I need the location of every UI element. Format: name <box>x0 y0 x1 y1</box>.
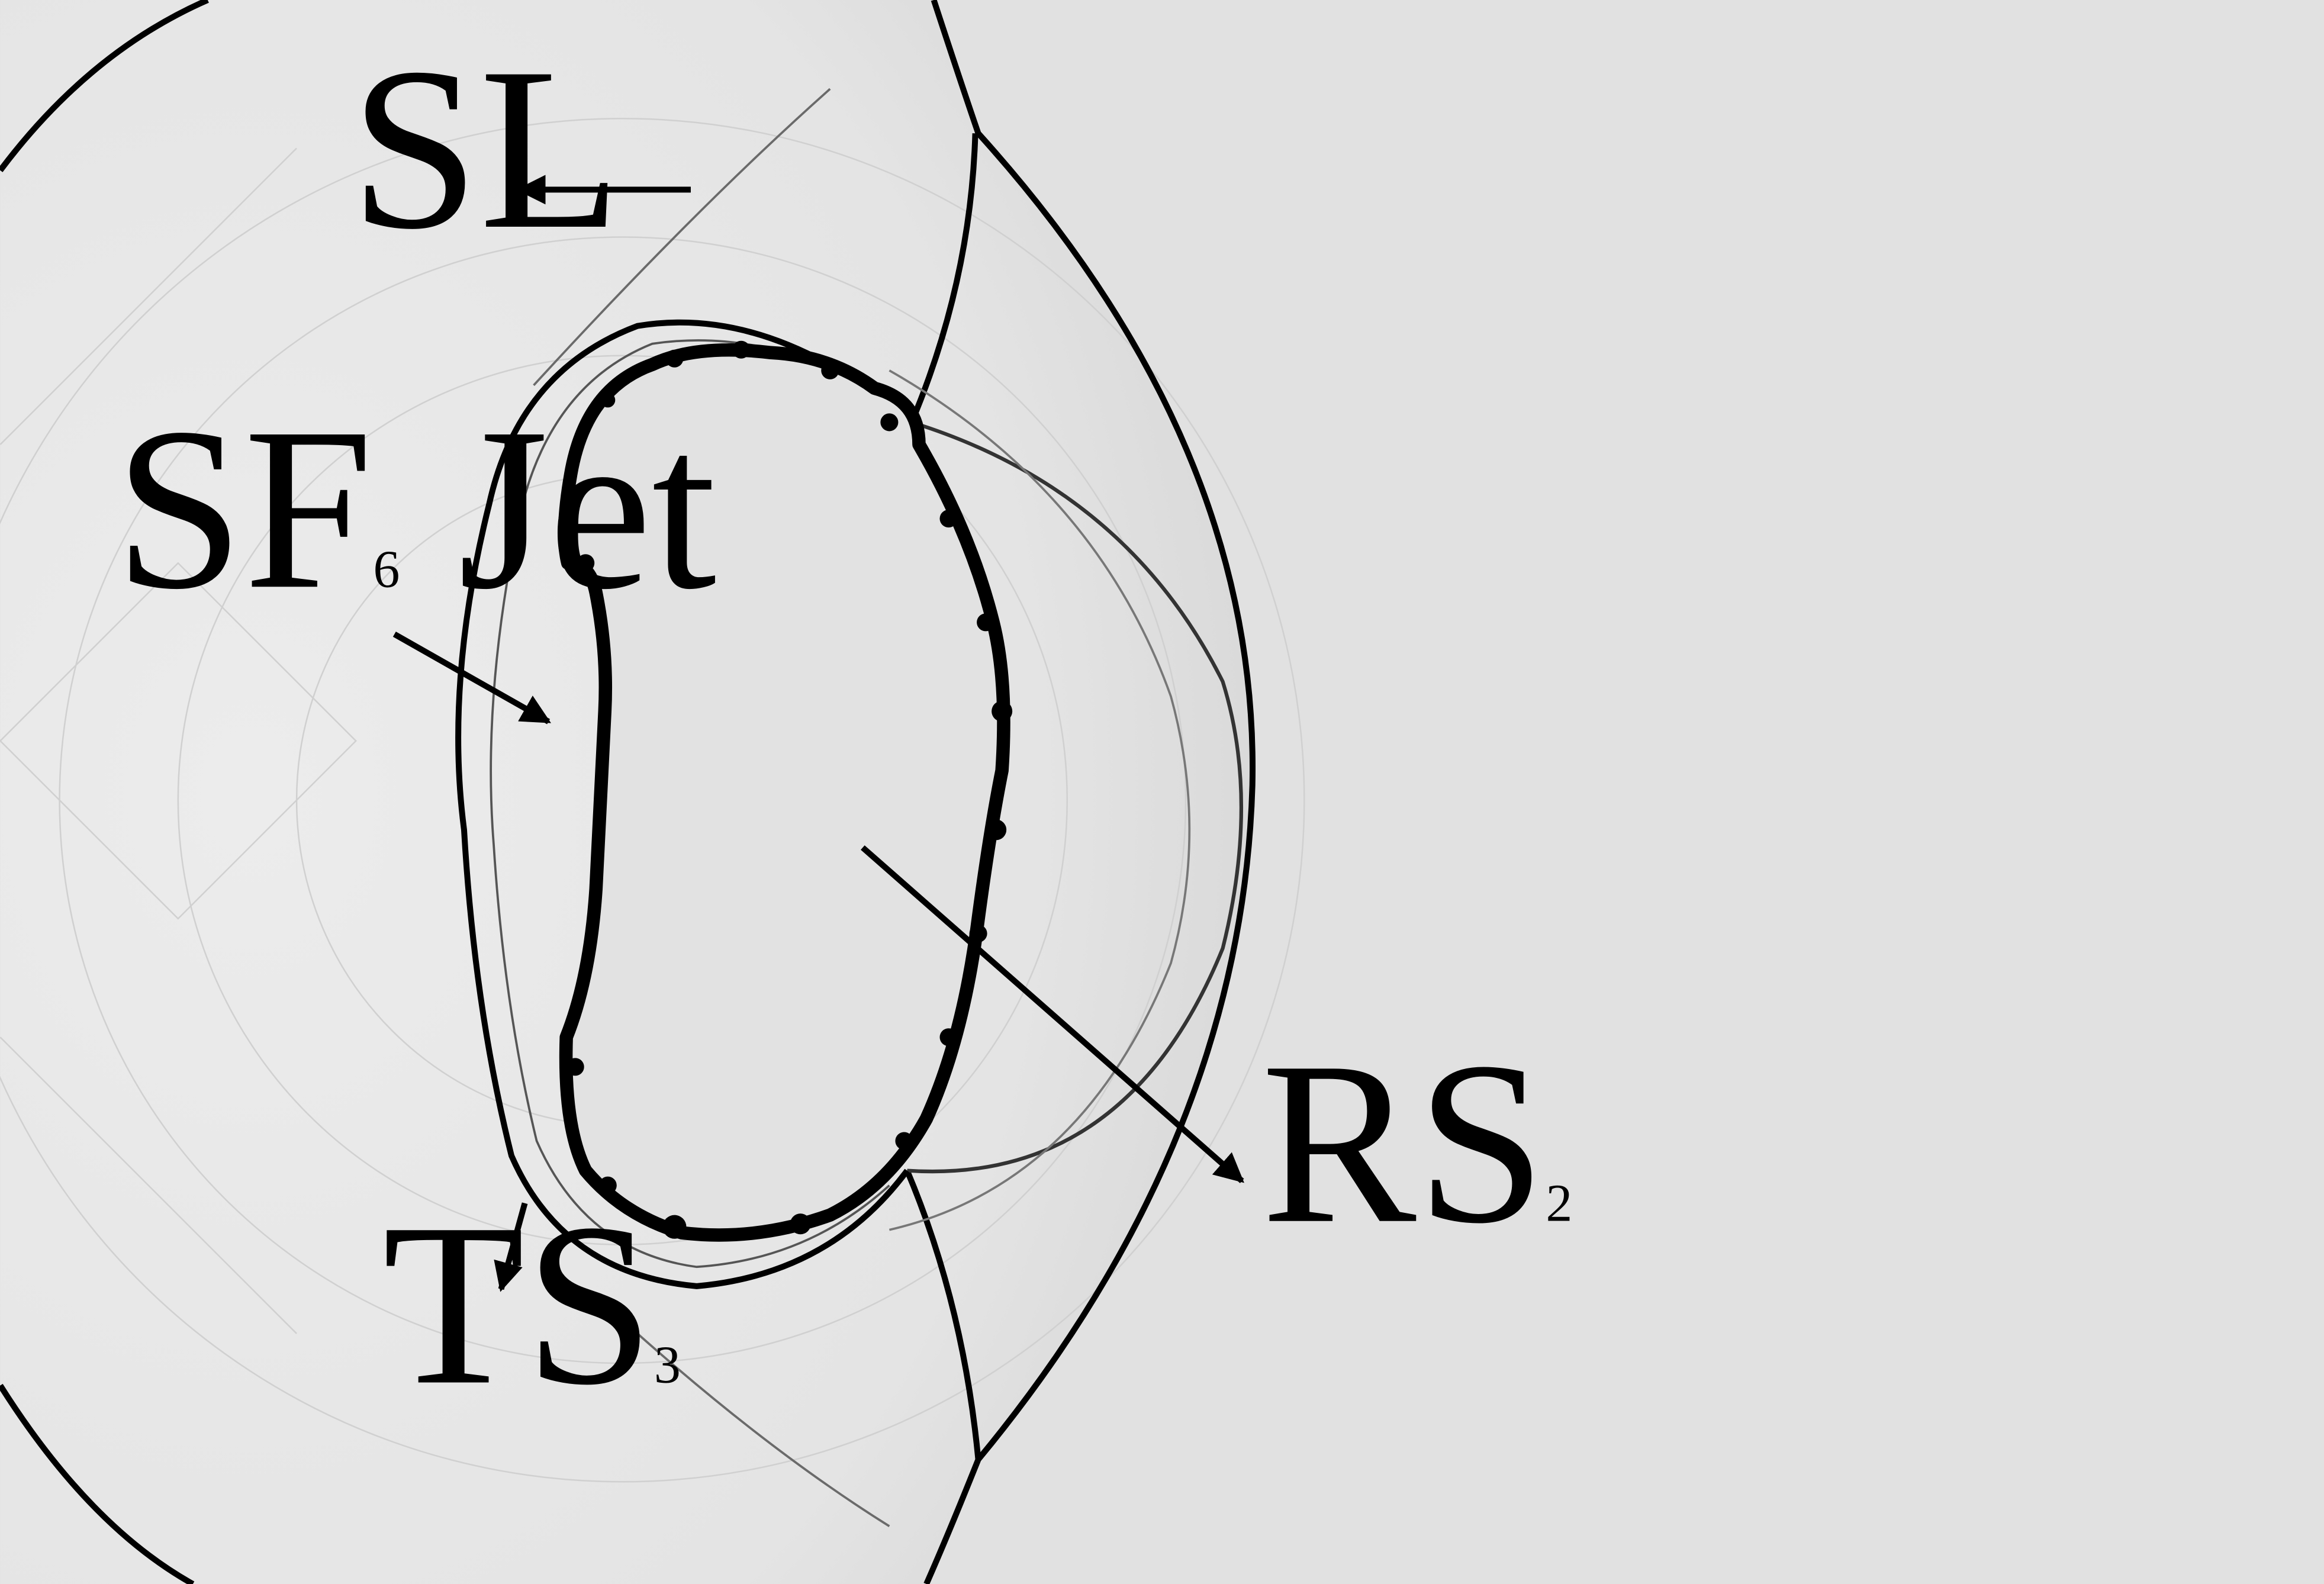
arrow-rs2 <box>861 845 1244 1183</box>
ts-main: TS <box>382 1176 654 1434</box>
arrow-sf6-jet <box>392 632 551 725</box>
transmitted-shock <box>455 319 914 1289</box>
label-sl: SL <box>350 20 622 278</box>
label-sf6-jet: SF6 Jet <box>114 380 717 638</box>
transmitted-shock-inner <box>490 339 890 1269</box>
arrow-ts3 <box>494 1202 528 1292</box>
slip-line-lower <box>636 1332 890 1527</box>
sf6-jet-interface <box>558 343 1010 1242</box>
rs-main: RS <box>1261 1015 1546 1272</box>
reflected-shock-inner <box>889 369 1191 1231</box>
sf6-subscript: 6 <box>373 540 400 598</box>
outer-shock-arc <box>0 0 209 172</box>
sf6-main: SF <box>114 380 373 638</box>
sf6-rest: Jet <box>400 380 717 638</box>
inner-shock-lower <box>904 1169 981 1460</box>
rs-subscript: 2 <box>1546 1174 1572 1233</box>
reflected-shock-envelope <box>907 420 1244 1174</box>
slip-line <box>533 88 831 387</box>
ts-subscript: 3 <box>654 1336 681 1395</box>
label-rs2: RS2 <box>1261 1015 1573 1272</box>
inner-shock-upper <box>909 133 978 424</box>
label-ts3: TS3 <box>382 1176 681 1434</box>
interface-vortices <box>566 340 1013 1239</box>
outer-shock-arc-lower <box>0 1383 195 1584</box>
